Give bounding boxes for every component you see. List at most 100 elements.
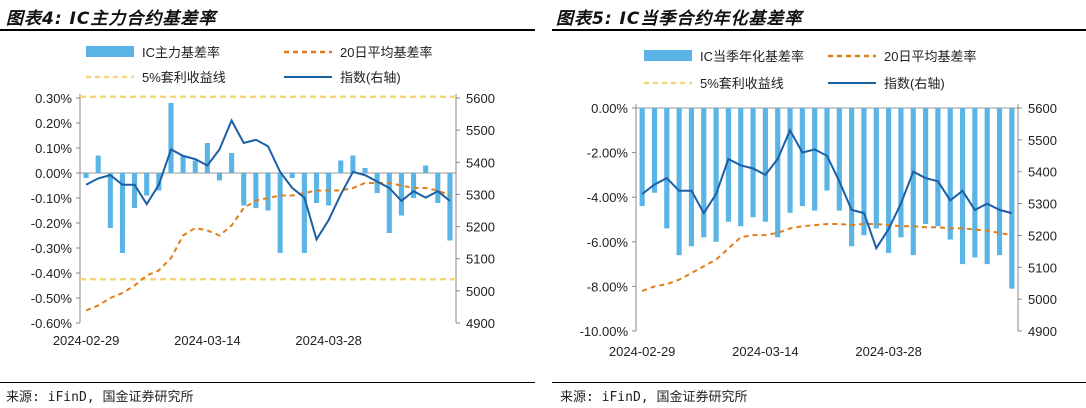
basis-bar <box>886 108 892 253</box>
basis-bar <box>836 108 842 211</box>
basis-bar <box>83 173 89 178</box>
basis-bar <box>972 108 978 258</box>
left-source-rule <box>0 382 535 383</box>
y-left-tick-label: -0.20% <box>31 216 73 231</box>
basis-bar <box>688 108 695 247</box>
y-right-tick-label: 5200 <box>466 220 495 235</box>
basis-bar <box>398 173 404 216</box>
y-right-tick-label: 5500 <box>1028 133 1057 148</box>
basis-bar <box>95 155 101 173</box>
ma20-line <box>641 223 1012 292</box>
left-chart-title: 图表4: IC主力合约基差率 <box>6 9 217 29</box>
y-right-tick-label: 5300 <box>1028 197 1057 212</box>
y-left-tick-label: 0.00% <box>35 166 72 181</box>
basis-bar <box>180 155 186 173</box>
legend-label: 5%套利收益线 <box>700 76 784 91</box>
legend-label: 5%套利收益线 <box>142 70 226 85</box>
basis-bar <box>1009 108 1015 289</box>
y-left-tick-label: 0.20% <box>35 116 72 131</box>
basis-bar <box>738 108 744 227</box>
y-right-tick-label: 5300 <box>466 187 495 202</box>
legend-label: 20日平均基差率 <box>884 49 976 64</box>
basis-bar <box>447 173 453 241</box>
basis-bar <box>119 173 125 253</box>
basis-bar <box>812 108 818 211</box>
basis-bar <box>861 108 867 236</box>
basis-bar <box>898 108 904 238</box>
x-tick-label: 2024-03-28 <box>855 344 922 359</box>
y-right-tick-label: 5600 <box>466 91 495 106</box>
x-tick-label: 2024-03-14 <box>174 333 241 348</box>
basis-bar <box>910 108 916 256</box>
basis-bar <box>374 173 380 193</box>
basis-bar <box>676 108 682 256</box>
legend-label: IC主力基差率 <box>142 45 220 60</box>
basis-bar <box>313 173 320 203</box>
basis-bar <box>265 173 271 211</box>
legend-bar-swatch <box>86 46 134 57</box>
y-right-tick-label: 5000 <box>1028 292 1057 307</box>
basis-bar <box>192 160 198 173</box>
y-left-tick-label: -6.00% <box>587 235 629 250</box>
y-left-tick-label: 0.00% <box>591 101 628 116</box>
y-left-tick-label: -0.10% <box>31 191 73 206</box>
legend-label: 指数(右轴) <box>340 70 401 85</box>
right-chart: IC当季年化基差率 20日平均基差率 5%套利收益线 指数(右轴) 0.00% -2.00… <box>580 49 1057 359</box>
ma20-line <box>85 182 451 312</box>
basis-bar <box>362 168 368 173</box>
right-title-rule <box>552 29 1086 31</box>
basis-bar <box>799 108 805 207</box>
basis-bar <box>386 173 392 233</box>
y-right-tick-label: 5100 <box>1028 260 1057 275</box>
basis-bar <box>229 153 235 173</box>
y-right-tick-label: 5500 <box>466 123 495 138</box>
basis-bar <box>350 155 356 173</box>
basis-bar <box>701 108 707 238</box>
basis-bar <box>639 108 645 207</box>
y-right-tick-label: 5400 <box>466 155 495 170</box>
index-line <box>85 118 451 242</box>
basis-bar <box>216 173 223 181</box>
basis-bar <box>984 108 990 265</box>
legend-label: IC当季年化基差率 <box>700 49 804 64</box>
y-right-tick-label: 4900 <box>1028 324 1057 339</box>
basis-bar <box>289 173 295 178</box>
index-line <box>641 128 1013 251</box>
y-left-tick-label: 0.10% <box>35 141 72 156</box>
y-left-tick-label: -0.60% <box>31 316 73 331</box>
y-left-tick-label: -10.00% <box>580 324 629 339</box>
y-right-tick-label: 5600 <box>1028 101 1057 116</box>
y-left-tick-label: -2.00% <box>587 146 629 161</box>
y-left-tick-label: -0.40% <box>31 266 73 281</box>
basis-bar <box>935 108 941 227</box>
basis-bar <box>775 108 781 238</box>
basis-bar <box>947 108 953 240</box>
y-left-tick-label: 0.30% <box>35 91 72 106</box>
basis-bar <box>253 173 259 208</box>
basis-bar <box>750 108 756 218</box>
basis-bar <box>849 108 855 247</box>
left-source-text: 来源: iFinD, 国金证券研究所 <box>6 390 194 405</box>
left-title-rule <box>0 29 535 31</box>
y-left-tick-label: -0.50% <box>31 291 73 306</box>
legend-label: 20日平均基差率 <box>340 45 432 60</box>
basis-bar <box>301 173 307 253</box>
basis-bar <box>435 173 441 203</box>
basis-bar <box>787 108 793 213</box>
y-left-tick-label: -8.00% <box>587 279 629 294</box>
y-right-tick-label: 4900 <box>466 316 495 331</box>
right-source-text: 来源: iFinD, 国金证券研究所 <box>560 390 748 405</box>
basis-bar <box>107 173 113 228</box>
right-source-rule <box>552 382 1086 383</box>
basis-bar <box>873 108 879 229</box>
x-tick-label: 2024-02-29 <box>53 333 120 348</box>
basis-bar <box>338 160 344 173</box>
basis-bar <box>922 108 929 224</box>
basis-bar <box>996 108 1003 256</box>
basis-bar <box>423 165 429 173</box>
basis-bar <box>762 108 768 222</box>
x-tick-label: 2024-03-14 <box>732 344 799 359</box>
y-right-tick-label: 5100 <box>466 252 495 267</box>
basis-bar <box>241 173 247 206</box>
basis-bar <box>132 173 138 208</box>
